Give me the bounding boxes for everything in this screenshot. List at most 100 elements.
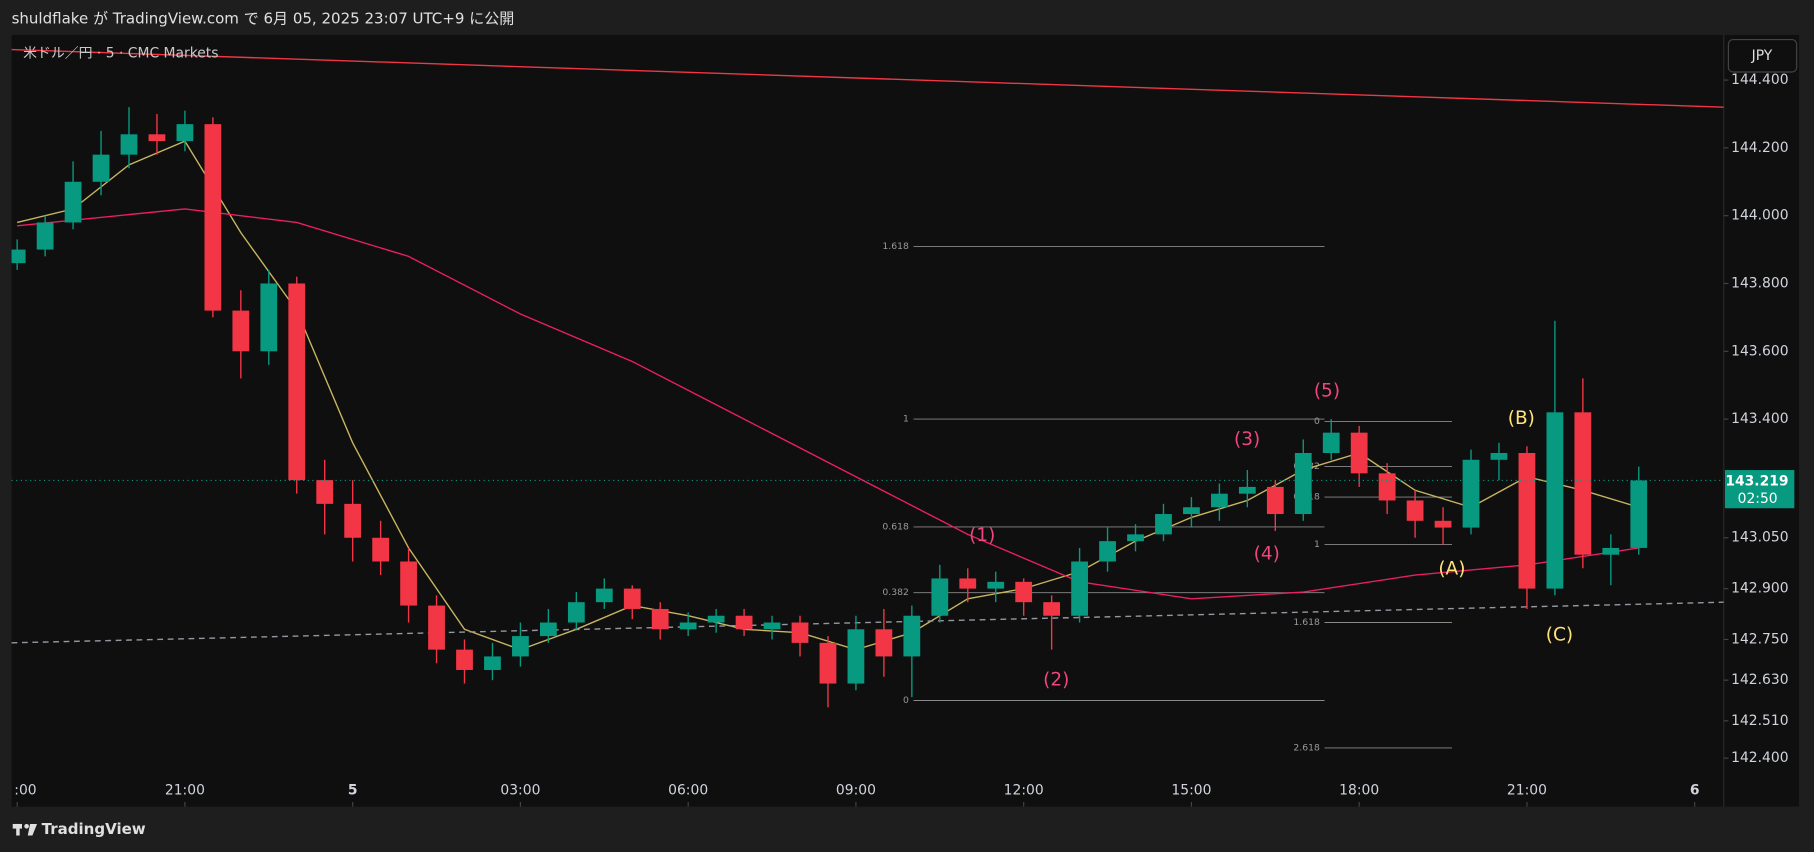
- y-tick-label: 142.400: [1731, 750, 1788, 766]
- candle-body: [1490, 453, 1508, 460]
- candle-body: [819, 642, 837, 684]
- candle-body: [1378, 473, 1396, 501]
- candle-body: [316, 480, 334, 504]
- indicator-line: [11, 48, 1724, 108]
- candle-body: [651, 608, 669, 630]
- candle-body: [791, 622, 809, 643]
- candle-body: [148, 134, 166, 142]
- x-tick-label: 21:00: [1507, 782, 1547, 798]
- candle-body: [1127, 534, 1144, 542]
- currency-button[interactable]: [1727, 39, 1798, 73]
- candle-body: [1574, 412, 1592, 555]
- wave-label: (A): [1438, 558, 1465, 579]
- candle-body: [1294, 453, 1312, 515]
- candle-body: [1518, 453, 1536, 589]
- candle-body: [539, 622, 557, 637]
- candle-body: [1434, 520, 1452, 528]
- x-tick-label: :00: [14, 782, 36, 798]
- candle-body: [1266, 486, 1284, 515]
- candle-body: [176, 124, 194, 142]
- candle-body: [1602, 547, 1620, 555]
- x-tick-label: 06:00: [668, 782, 708, 798]
- fib-label: 0: [903, 695, 909, 706]
- candle-body: [1099, 541, 1116, 562]
- countdown: 02:50: [1738, 491, 1778, 507]
- candle-body: [1630, 480, 1648, 548]
- candle-body: [1406, 500, 1424, 521]
- indicator-line: [17, 208, 1639, 600]
- candle-body: [707, 615, 725, 623]
- candle-body: [512, 636, 529, 657]
- x-tick-label: 5: [348, 782, 358, 798]
- fib-label: 0.618: [882, 521, 909, 532]
- candle-body: [484, 656, 501, 670]
- candle-body: [903, 615, 921, 657]
- x-tick-label: 12:00: [1004, 782, 1044, 798]
- candle-body: [344, 503, 362, 538]
- candle-body: [679, 622, 697, 630]
- candle-body: [400, 561, 417, 606]
- plot: 1.61810.6180.382000.3820.61811.6182.618(…: [11, 48, 1724, 753]
- candle-body: [567, 602, 585, 623]
- candle-body: [1322, 432, 1340, 454]
- candle-body: [987, 581, 1005, 589]
- fib-label: 1.618: [1293, 617, 1320, 628]
- candle-body: [847, 629, 865, 684]
- candle-body: [92, 154, 110, 182]
- x-tick-label: 21:00: [165, 782, 205, 798]
- candle-body: [11, 249, 26, 264]
- candle-body: [1043, 602, 1061, 616]
- y-tick-label: 142.900: [1731, 581, 1788, 597]
- candle-body: [204, 124, 222, 311]
- candle-body: [735, 615, 753, 630]
- last-price-label: 143.219: [1725, 474, 1788, 490]
- candle-body: [1071, 561, 1088, 616]
- wave-label: (2): [1043, 670, 1069, 691]
- wave-label: (1): [969, 525, 995, 546]
- candle-body: [1350, 432, 1368, 474]
- header: shuldflake が TradingView.com で 6月 05, 20…: [12, 9, 515, 27]
- chart-pane: [11, 34, 1799, 807]
- candle-body: [931, 578, 949, 616]
- wave-label: (4): [1254, 543, 1280, 564]
- candle-body: [875, 629, 893, 657]
- candle-body: [595, 588, 613, 603]
- candle-body: [372, 537, 390, 562]
- candle-body: [428, 605, 445, 650]
- candle-body: [1210, 493, 1228, 508]
- fib-label: 1.618: [882, 241, 909, 252]
- x-tick-label: 15:00: [1171, 782, 1211, 798]
- y-tick-label: 143.600: [1731, 343, 1788, 359]
- candle-body: [288, 283, 306, 481]
- x-tick-label: 03:00: [500, 782, 540, 798]
- last-price-box: [1724, 470, 1795, 509]
- y-tick-label: 144.000: [1731, 208, 1788, 224]
- candle-body: [1155, 514, 1172, 535]
- axes: 144.400 144.200 144.000 143.800 143.600 143.4…: [14, 72, 1795, 807]
- y-tick-label: 144.200: [1731, 140, 1788, 156]
- wave-label: (C): [1546, 624, 1573, 645]
- candle-body: [1015, 581, 1033, 603]
- currency[interactable]: JPY: [1751, 48, 1773, 64]
- candle-body: [36, 222, 54, 250]
- trend-line: [11, 601, 1724, 644]
- y-tick-label: 143.800: [1731, 275, 1788, 291]
- x-tick-label: 6: [1690, 782, 1700, 798]
- fib-label: 0.382: [882, 587, 908, 598]
- footer: TradingView: [42, 820, 146, 838]
- candle-body: [1546, 412, 1564, 589]
- y-tick-label: 142.630: [1731, 672, 1788, 688]
- y-tick-label: 142.510: [1731, 713, 1788, 729]
- fib-label: 2.618: [1293, 742, 1320, 753]
- y-tick-label: 142.750: [1731, 631, 1788, 647]
- candle-body: [456, 649, 473, 670]
- y-tick-label: 144.400: [1731, 72, 1788, 88]
- y-tick-label: 143.400: [1731, 411, 1788, 427]
- fib-label: 1: [1314, 539, 1320, 550]
- wave-label: (B): [1508, 408, 1535, 429]
- fib-label: 1: [903, 414, 909, 425]
- candle-body: [959, 578, 977, 589]
- candle-body: [1462, 459, 1480, 528]
- candle-body: [232, 310, 250, 352]
